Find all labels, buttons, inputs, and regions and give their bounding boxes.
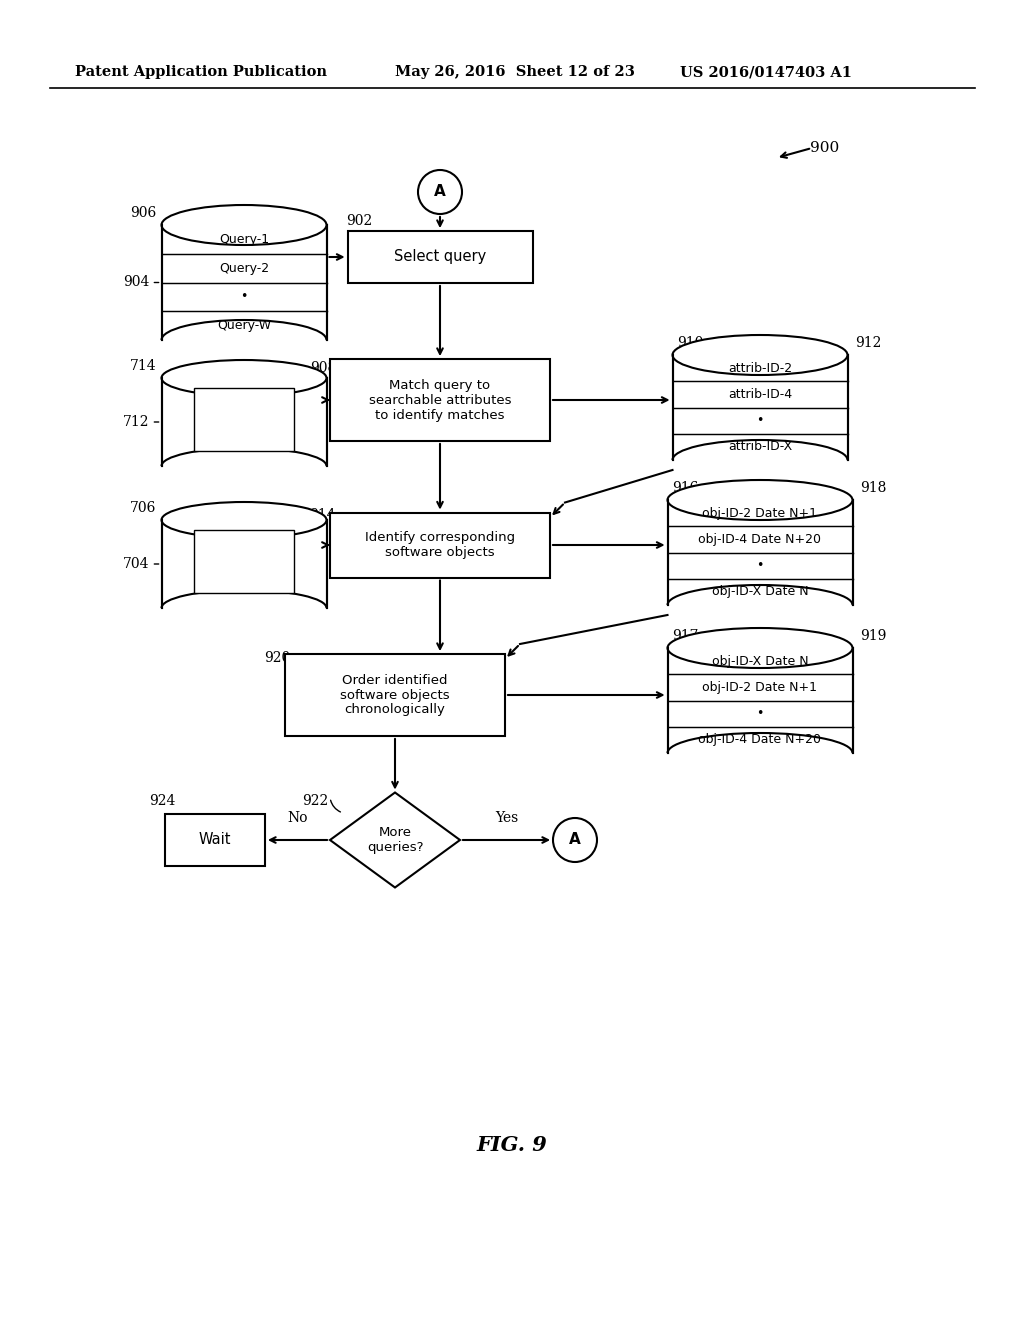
Bar bbox=[330, 512, 550, 578]
Bar bbox=[194, 531, 294, 593]
Text: •: • bbox=[757, 708, 764, 721]
Polygon shape bbox=[330, 792, 460, 887]
Ellipse shape bbox=[673, 335, 848, 375]
Ellipse shape bbox=[162, 319, 327, 360]
Text: obj-ID-2 Date N+1: obj-ID-2 Date N+1 bbox=[702, 681, 817, 694]
Bar bbox=[165, 814, 265, 866]
Text: Yes: Yes bbox=[495, 810, 518, 825]
Text: US 2016/0147403 A1: US 2016/0147403 A1 bbox=[680, 65, 852, 79]
Text: A: A bbox=[434, 185, 445, 199]
Bar bbox=[668, 500, 853, 605]
Text: More
queries?: More queries? bbox=[367, 826, 423, 854]
Text: 916: 916 bbox=[673, 480, 698, 495]
Text: •: • bbox=[241, 290, 248, 304]
Text: 706: 706 bbox=[130, 502, 157, 515]
Text: 906: 906 bbox=[130, 206, 157, 220]
Text: Select query: Select query bbox=[394, 249, 486, 264]
Text: 917: 917 bbox=[673, 630, 699, 643]
Bar bbox=[673, 355, 848, 459]
Text: 922: 922 bbox=[302, 795, 328, 808]
Text: Query-W: Query-W bbox=[217, 319, 271, 333]
Text: FIG. 9: FIG. 9 bbox=[476, 1135, 548, 1155]
Text: attrib-ID-X: attrib-ID-X bbox=[728, 441, 793, 453]
Circle shape bbox=[418, 170, 462, 214]
Text: Order identified
software objects
chronologically: Order identified software objects chrono… bbox=[340, 673, 450, 717]
Text: 924: 924 bbox=[148, 795, 175, 808]
Text: 900: 900 bbox=[810, 141, 840, 154]
Text: 910: 910 bbox=[678, 337, 703, 350]
Text: 902: 902 bbox=[346, 214, 372, 228]
Ellipse shape bbox=[162, 447, 327, 484]
Ellipse shape bbox=[668, 585, 853, 624]
Text: No: No bbox=[288, 810, 308, 825]
Text: obj-ID-2 Date N+1: obj-ID-2 Date N+1 bbox=[702, 507, 817, 520]
Bar bbox=[285, 653, 505, 737]
Ellipse shape bbox=[668, 733, 853, 774]
Text: obj-ID-4 Date N+20: obj-ID-4 Date N+20 bbox=[698, 533, 821, 546]
Text: •: • bbox=[757, 560, 764, 572]
Text: 714: 714 bbox=[130, 359, 157, 374]
Bar bbox=[162, 520, 327, 609]
Text: 908: 908 bbox=[309, 360, 336, 375]
Bar bbox=[162, 224, 327, 341]
Text: obj-ID-X Date N: obj-ID-X Date N bbox=[712, 585, 808, 598]
Text: 918: 918 bbox=[860, 480, 887, 495]
Ellipse shape bbox=[162, 360, 327, 396]
Text: A: A bbox=[569, 833, 581, 847]
Text: attrib-ID-2: attrib-ID-2 bbox=[728, 362, 792, 375]
Text: 904: 904 bbox=[123, 276, 150, 289]
Bar bbox=[668, 648, 853, 752]
Text: 912: 912 bbox=[855, 337, 882, 350]
Text: 920: 920 bbox=[264, 651, 290, 665]
Text: attrib-ID-4: attrib-ID-4 bbox=[728, 388, 792, 401]
Text: Patent Application Publication: Patent Application Publication bbox=[75, 65, 327, 79]
Text: 712: 712 bbox=[123, 414, 150, 429]
Text: May 26, 2016  Sheet 12 of 23: May 26, 2016 Sheet 12 of 23 bbox=[395, 65, 635, 79]
Bar bbox=[347, 231, 532, 282]
Text: obj-ID-X Date N: obj-ID-X Date N bbox=[712, 655, 808, 668]
Ellipse shape bbox=[668, 628, 853, 668]
Text: 914: 914 bbox=[309, 508, 336, 521]
Text: 704: 704 bbox=[123, 557, 150, 572]
Text: Identify corresponding
software objects: Identify corresponding software objects bbox=[365, 531, 515, 558]
Text: Query-2: Query-2 bbox=[219, 261, 269, 275]
Text: Wait: Wait bbox=[199, 833, 231, 847]
Bar bbox=[194, 388, 294, 451]
Bar bbox=[162, 378, 327, 466]
Text: •: • bbox=[757, 414, 764, 428]
Ellipse shape bbox=[673, 440, 848, 480]
Text: obj-ID-4 Date N+20: obj-ID-4 Date N+20 bbox=[698, 734, 821, 746]
Bar bbox=[330, 359, 550, 441]
Circle shape bbox=[553, 818, 597, 862]
Text: 919: 919 bbox=[860, 630, 887, 643]
Text: Query-1: Query-1 bbox=[219, 232, 269, 246]
Ellipse shape bbox=[668, 480, 853, 520]
Ellipse shape bbox=[162, 502, 327, 539]
Ellipse shape bbox=[162, 205, 327, 246]
Ellipse shape bbox=[162, 590, 327, 626]
Text: Match query to
searchable attributes
to identify matches: Match query to searchable attributes to … bbox=[369, 379, 511, 421]
